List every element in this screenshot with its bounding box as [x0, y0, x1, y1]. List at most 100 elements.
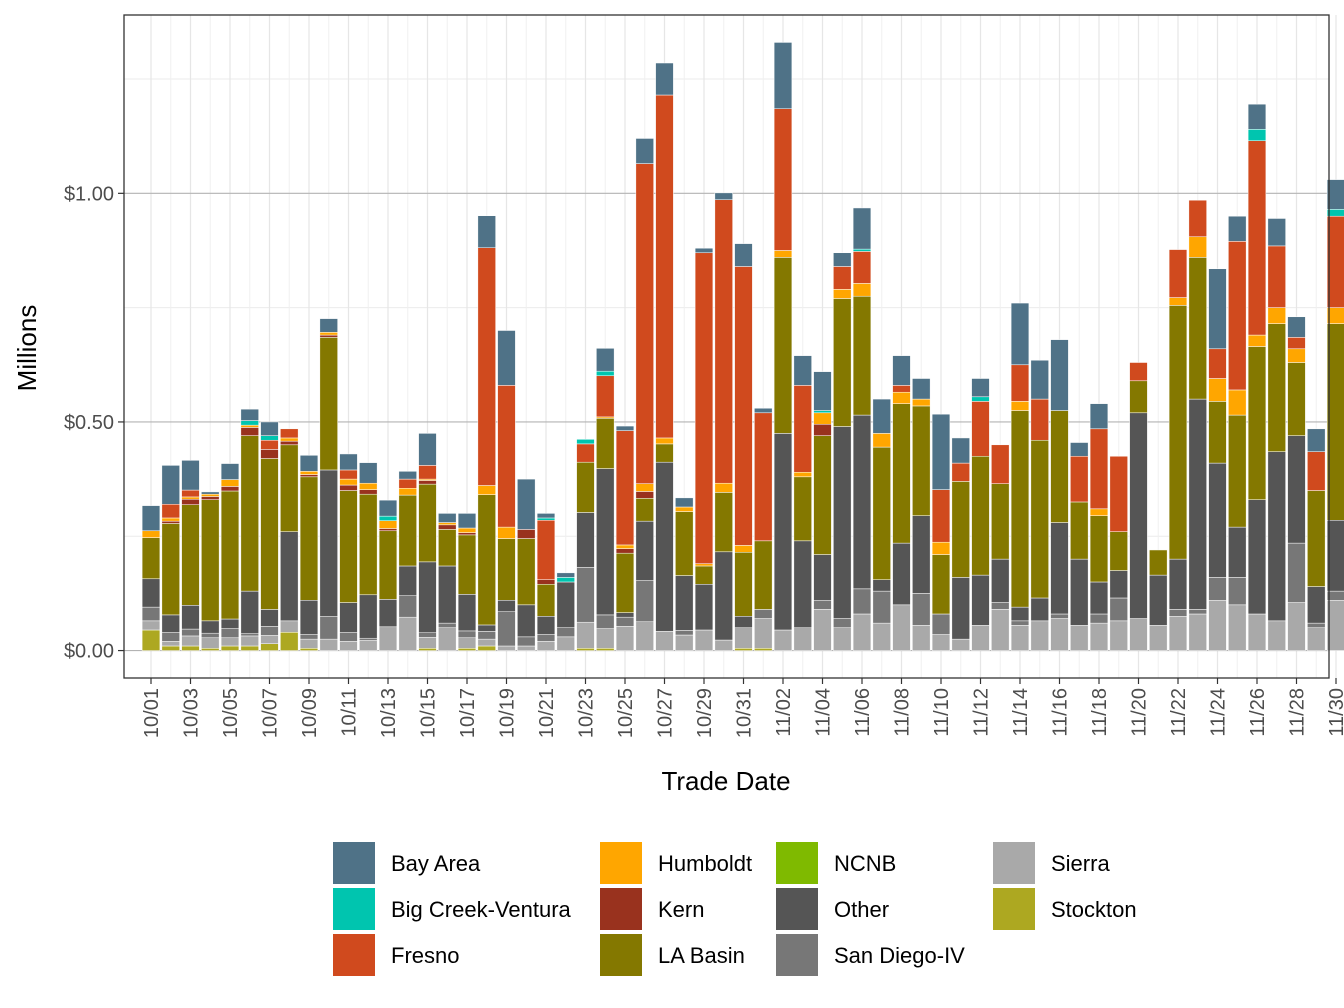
- bar-stack-11-06: [852, 207, 872, 651]
- bar-segment-bay-area: [971, 378, 990, 398]
- bar-segment-humboldt: [398, 487, 417, 496]
- bar-segment-humboldt: [912, 398, 931, 407]
- legend-label: Bay Area: [391, 851, 481, 876]
- bar-segment-big-creek-ventura: [576, 439, 595, 445]
- legend-swatch: [333, 934, 375, 976]
- legend-swatch: [776, 842, 818, 884]
- legend-item: San Diego-IV: [776, 934, 965, 976]
- bar-segment-big-creek-ventura: [971, 396, 990, 402]
- bar-segment-fresno: [1287, 337, 1306, 350]
- legend-item: Stockton: [993, 888, 1137, 930]
- legend-item: Other: [776, 888, 889, 930]
- bar-segment-la-basin: [596, 418, 615, 469]
- bar-segment-bay-area: [734, 243, 753, 267]
- bars: [141, 42, 1344, 651]
- x-axis-title: Trade Date: [661, 766, 790, 796]
- bar-segment-kern: [240, 427, 259, 436]
- bar-segment-humboldt: [280, 437, 299, 442]
- bar-segment-stockton: [596, 648, 615, 651]
- bar-segment-stockton: [220, 645, 240, 651]
- bar-segment-fresno: [931, 489, 951, 543]
- bar-segment-other: [1129, 412, 1148, 619]
- bar-segment-kern: [615, 548, 635, 554]
- x-tick-label: 10/21: [536, 688, 558, 738]
- x-tick-label: 10/29: [694, 688, 716, 738]
- bar-segment-sierra: [734, 627, 753, 649]
- bar-segment-kern: [418, 480, 437, 485]
- bar-segment-other: [971, 574, 990, 626]
- bar-stack-11-28: [1287, 316, 1306, 651]
- x-tick-label: 10/19: [497, 688, 519, 738]
- bar-segment-humboldt: [1287, 348, 1306, 363]
- bar-segment-san-diego-iv: [319, 616, 338, 640]
- bar-segment-san-diego-iv: [359, 637, 378, 641]
- bar-segment-humboldt: [694, 563, 714, 567]
- bar-segment-bay-area: [892, 355, 911, 386]
- bar-stack-11-07: [872, 398, 891, 651]
- bar-segment-bay-area: [240, 408, 259, 421]
- bar-segment-other: [635, 520, 654, 581]
- bar-segment-fresno: [1030, 398, 1049, 441]
- bar-segment-san-diego-iv: [536, 634, 556, 642]
- bar-segment-other: [280, 531, 299, 622]
- bar-segment-kern: [201, 496, 220, 500]
- bar-segment-humboldt: [793, 471, 812, 478]
- bar-segment-humboldt: [319, 332, 338, 336]
- bar-segment-la-basin: [1267, 323, 1286, 452]
- bar-segment-sierra: [477, 638, 496, 647]
- bar-segment-la-basin: [1188, 257, 1207, 400]
- bar-segment-bay-area: [675, 497, 694, 508]
- bar-segment-other: [734, 616, 753, 628]
- bar-segment-big-creek-ventura: [852, 248, 872, 252]
- legend-swatch: [333, 888, 375, 930]
- bar-segment-humboldt: [1208, 378, 1227, 402]
- bar-segment-la-basin: [971, 455, 990, 576]
- bar-segment-bay-area: [655, 62, 674, 96]
- bar-stack-10-08: [280, 428, 299, 651]
- bar-stack-10-11: [339, 453, 358, 651]
- legend: Bay Area Big Creek-Ventura Fresno Humboldt K…: [333, 842, 1137, 976]
- bar-segment-sierra: [1287, 602, 1306, 651]
- bar-segment-san-diego-iv: [181, 628, 200, 637]
- bar-segment-la-basin: [477, 494, 496, 626]
- bar-segment-other: [991, 558, 1010, 603]
- bar-segment-bay-area: [319, 318, 338, 333]
- bar-segment-la-basin: [161, 523, 180, 616]
- bar-segment-la-basin: [319, 337, 338, 471]
- bar-stack-10-04: [201, 491, 220, 651]
- bar-segment-other: [299, 600, 319, 635]
- bar-segment-other: [1070, 558, 1089, 626]
- legend-item: Sierra: [993, 842, 1110, 884]
- bar-segment-stockton: [201, 648, 220, 651]
- bar-segment-fresno: [773, 108, 793, 251]
- bar-segment-other: [596, 468, 615, 616]
- bar-segment-la-basin: [872, 446, 891, 580]
- bar-segment-sierra: [793, 627, 812, 651]
- bar-segment-sierra: [201, 637, 220, 649]
- bar-segment-sierra: [1129, 618, 1148, 651]
- bar-segment-fresno: [1129, 362, 1148, 382]
- legend-label: Sierra: [1051, 851, 1110, 876]
- bar-segment-san-diego-iv: [220, 628, 240, 639]
- bar-segment-bay-area: [1208, 268, 1227, 350]
- bar-segment-other: [1307, 586, 1326, 624]
- bar-segment-la-basin: [635, 498, 654, 522]
- bar-segment-other: [1188, 398, 1207, 610]
- bar-segment-san-diego-iv: [576, 567, 595, 623]
- bar-segment-sierra: [1010, 625, 1030, 651]
- bar-segment-big-creek-ventura: [536, 517, 556, 521]
- legend-swatch: [600, 842, 642, 884]
- bar-segment-other: [201, 620, 220, 634]
- bar-segment-kern: [161, 520, 180, 524]
- bar-segment-sierra: [892, 604, 911, 651]
- bar-segment-other: [912, 515, 931, 594]
- bar-segment-other: [339, 602, 358, 633]
- x-axis: 10/01 10/03 10/05 10/07 10/09 10/11 10/13 10/15…: [141, 678, 1344, 738]
- bar-segment-san-diego-iv: [141, 606, 161, 622]
- bar-segment-sierra: [872, 622, 891, 651]
- bar-segment-other: [556, 581, 575, 628]
- bar-stack-10-30: [714, 192, 733, 651]
- bar-segment-la-basin: [1089, 515, 1109, 583]
- bar-stack-10-24: [596, 348, 615, 651]
- bar-segment-humboldt: [675, 506, 694, 512]
